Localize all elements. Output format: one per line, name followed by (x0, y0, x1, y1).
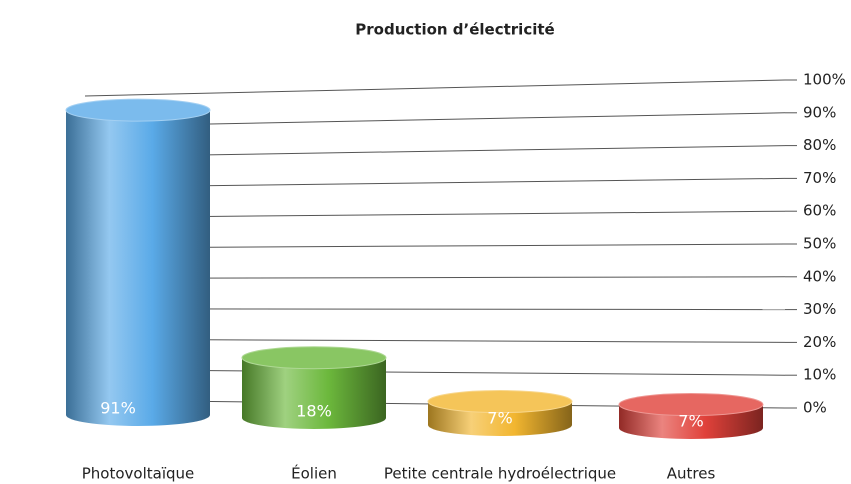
grid-line (84, 79, 786, 97)
y-tick-label: 30% (803, 300, 836, 318)
y-tick-label: 20% (803, 333, 836, 351)
y-tick-label: 40% (803, 267, 836, 285)
x-tick-label: Petite centrale hydroélectrique (384, 465, 616, 483)
data-label: 7% (678, 412, 703, 431)
bar-top (65, 98, 211, 122)
data-label: 91% (100, 399, 136, 418)
bar-top (618, 393, 764, 417)
y-tick-label: 0% (803, 399, 827, 417)
x-tick-label: Autres (667, 465, 716, 483)
y-tick-label: 80% (803, 136, 836, 154)
x-tick-label: Éolien (291, 464, 337, 483)
y-tick-label: 50% (803, 235, 836, 253)
bar-top (427, 390, 573, 414)
y-tick-label: 100% (803, 71, 846, 89)
y-tick-label: 60% (803, 202, 836, 220)
y-tick-label: 10% (803, 366, 836, 384)
data-label: 7% (487, 409, 512, 428)
bar (242, 357, 386, 429)
y-tick-label: 70% (803, 169, 836, 187)
bar-top (241, 346, 387, 370)
x-tick-label: Photovoltaïque (82, 465, 195, 483)
y-tick-label: 90% (803, 103, 836, 121)
bar (66, 110, 210, 427)
data-label: 18% (296, 402, 332, 421)
chart-title: Production d’électricité (355, 21, 554, 39)
